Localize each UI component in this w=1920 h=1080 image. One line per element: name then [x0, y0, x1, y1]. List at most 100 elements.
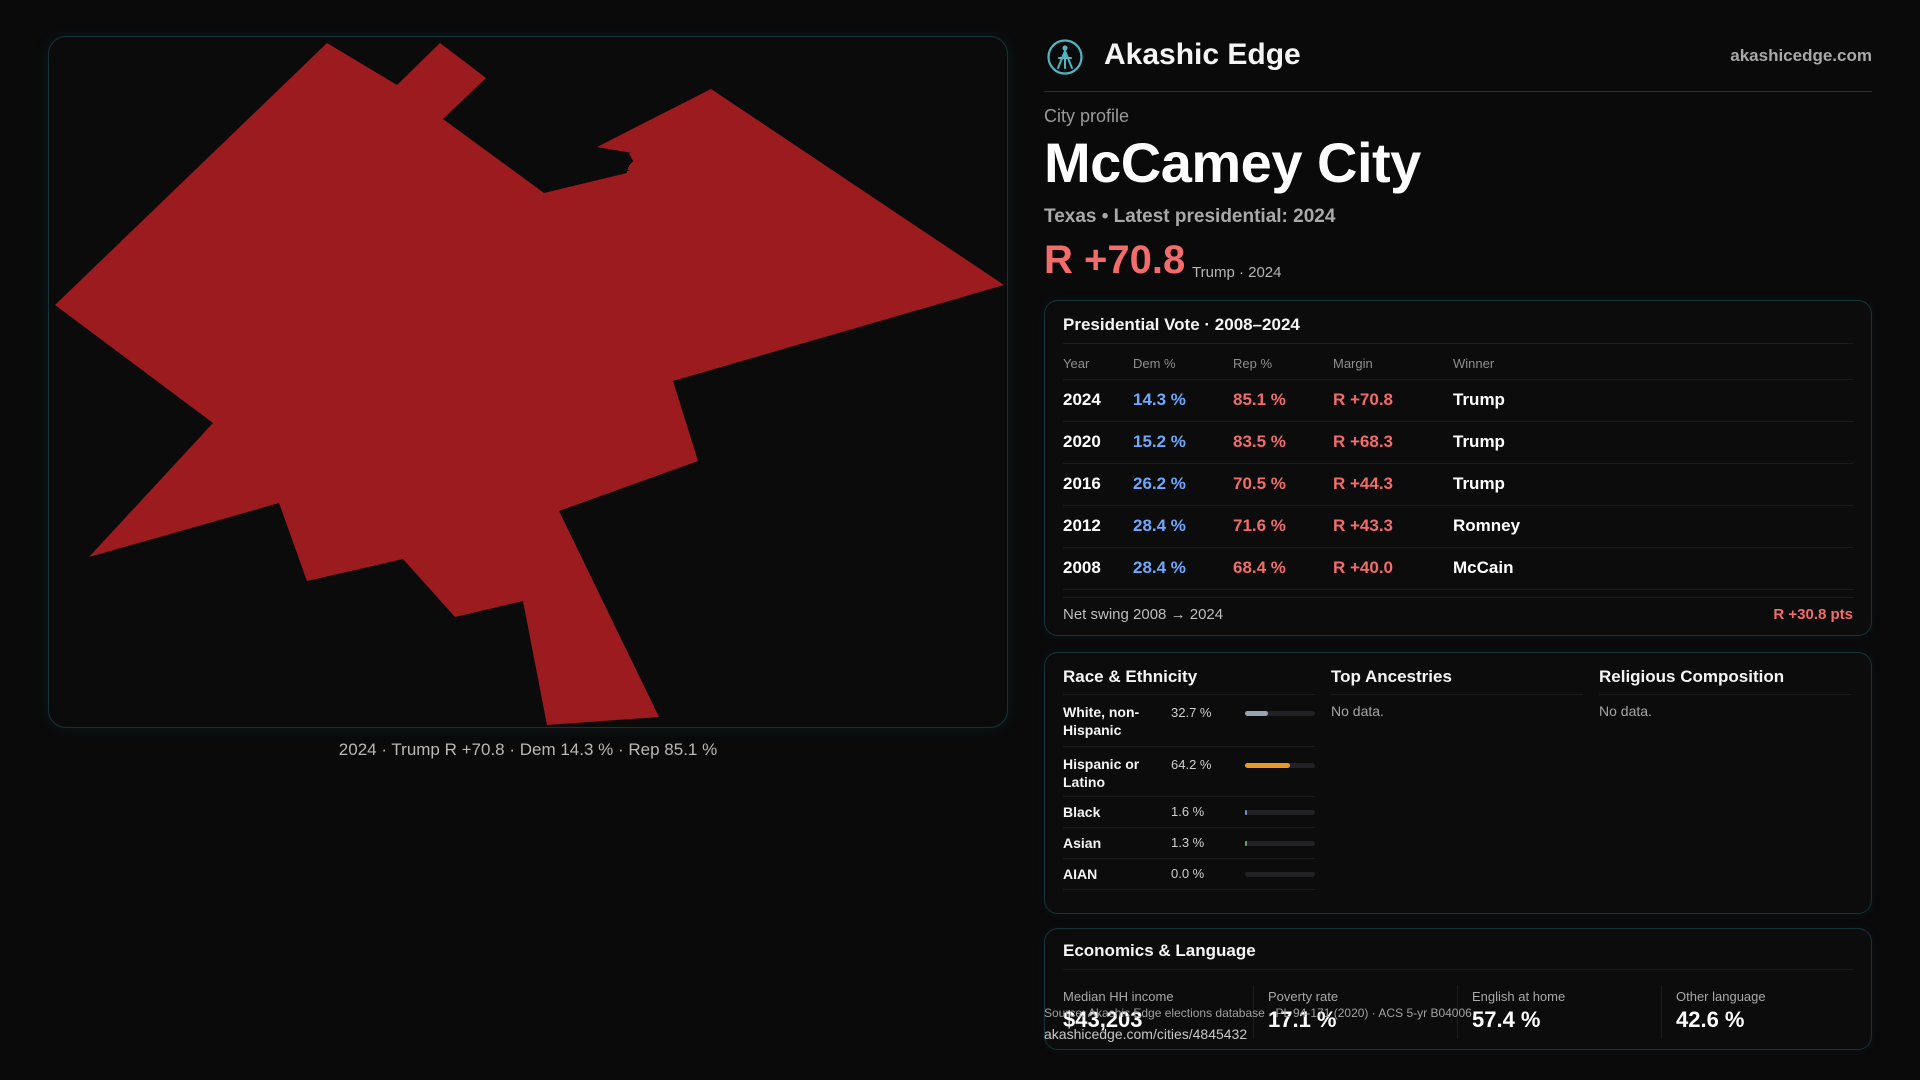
cell-year: 2008 [1063, 547, 1133, 590]
cell-winner: McCain [1453, 547, 1853, 590]
cell-rep: 83.5 % [1233, 421, 1333, 464]
stat-label: Poverty rate [1268, 989, 1339, 1004]
ethnicity-bar-fill [1245, 841, 1247, 846]
list-item: AIAN 0.0 % [1063, 859, 1315, 890]
ethnicity-percent: 64.2 % [1171, 757, 1212, 772]
cell-margin: R +70.8 [1333, 379, 1453, 422]
cell-year: 2020 [1063, 421, 1133, 464]
stat-median-income: Median HH income $43,203 [1049, 985, 1249, 1039]
permalink[interactable]: akashicedge.com/cities/4845432 [1044, 1026, 1248, 1042]
economics-card: Economics & Language Median HH income $4… [1044, 928, 1872, 1050]
ethnicity-bar-track [1245, 810, 1315, 815]
religion-section: Religious Composition No data. [1599, 667, 1851, 719]
cell-margin: R +40.0 [1333, 547, 1453, 590]
stat-label: English at home [1472, 989, 1566, 1004]
cell-winner: Trump [1453, 421, 1853, 464]
ethnicity-bar-fill [1245, 711, 1268, 716]
ethnicity-bar-fill [1245, 763, 1290, 768]
ethnicity-bar-track [1245, 763, 1315, 768]
cell-dem: 28.4 % [1133, 547, 1233, 590]
city-map-panel[interactable] [48, 36, 1008, 728]
net-swing-row: Net swing 2008 → 2024 R +30.8 pts [1063, 597, 1853, 625]
cell-margin: R +68.3 [1333, 421, 1453, 464]
ethnicity-bar-track [1245, 872, 1315, 877]
ethnicity-label: Black [1063, 804, 1101, 820]
ancestries-empty-state: No data. [1331, 703, 1384, 719]
vote-table: Year Dem % Rep % Margin Winner 2024 14.3… [1063, 349, 1853, 590]
ethnicity-percent: 32.7 % [1171, 705, 1212, 720]
ethnicity-percent: 1.3 % [1171, 835, 1205, 850]
list-item: White, non-Hispanic 32.7 % [1063, 695, 1315, 747]
table-row: 2024 14.3 % 85.1 % R +70.8 Trump [1063, 379, 1853, 422]
stat-label: Other language [1676, 989, 1766, 1004]
ethnicity-bar-track [1245, 841, 1315, 846]
demographics-card: Race & Ethnicity White, non-Hispanic 32.… [1044, 652, 1872, 914]
vote-card-title: Presidential Vote · 2008–2024 [1063, 315, 1300, 334]
list-item: Black 1.6 % [1063, 797, 1315, 828]
table-row: 2012 28.4 % 71.6 % R +43.3 Romney [1063, 505, 1853, 548]
column-header-year: Year [1063, 349, 1133, 380]
page-title: McCamey City [1044, 131, 1421, 194]
cell-rep: 71.6 % [1233, 505, 1333, 548]
ethnicity-label: White, non-Hispanic [1063, 704, 1140, 738]
ethnicity-label: Asian [1063, 835, 1102, 851]
cell-winner: Trump [1453, 379, 1853, 422]
ethnicity-bar-track [1245, 711, 1315, 716]
net-swing-label: Net swing 2008 → 2024 [1063, 606, 1224, 623]
column-header-margin: Margin [1333, 349, 1453, 380]
page-subtitle: Texas • Latest presidential: 2024 [1044, 206, 1336, 227]
stat-value: 57.4 % [1472, 1007, 1541, 1032]
race-ethnicity-title: Race & Ethnicity [1063, 667, 1315, 695]
cell-dem: 15.2 % [1133, 421, 1233, 464]
column-header-dem: Dem % [1133, 349, 1233, 380]
headline-margin-note: Trump · 2024 [1192, 264, 1282, 281]
column-header-rep: Rep % [1233, 349, 1333, 380]
stat-other-language: Other language 42.6 % [1661, 985, 1861, 1039]
ethnicity-label: AIAN [1063, 866, 1098, 882]
cell-winner: Trump [1453, 463, 1853, 506]
page-kicker: City profile [1044, 106, 1130, 126]
list-item: Asian 1.3 % [1063, 828, 1315, 859]
presidential-vote-card: Presidential Vote · 2008–2024 Year Dem %… [1044, 300, 1872, 636]
net-swing-value: R +30.8 pts [1773, 606, 1853, 623]
cell-dem: 26.2 % [1133, 463, 1233, 506]
city-profile-column: Akashic Edge akashicedge.com City profil… [1044, 0, 1872, 1080]
akashic-logo-icon [1047, 39, 1083, 75]
cell-margin: R +43.3 [1333, 505, 1453, 548]
cell-rep: 68.4 % [1233, 547, 1333, 590]
divider [1063, 343, 1853, 344]
table-row: 2008 28.4 % 68.4 % R +40.0 McCain [1063, 547, 1853, 590]
cell-rep: 70.5 % [1233, 463, 1333, 506]
stat-english-at-home: English at home 57.4 % [1457, 985, 1657, 1039]
divider [1063, 969, 1853, 970]
stat-value: 17.1 % [1268, 1007, 1337, 1032]
ancestries-title: Top Ancestries [1331, 667, 1583, 695]
column-header-winner: Winner [1453, 349, 1853, 380]
cell-margin: R +44.3 [1333, 463, 1453, 506]
source-note: Source: Akashic Edge elections database … [1044, 1006, 1472, 1020]
ethnicity-percent: 0.0 % [1171, 866, 1205, 881]
cell-rep: 85.1 % [1233, 379, 1333, 422]
table-row: 2016 26.2 % 70.5 % R +44.3 Trump [1063, 463, 1853, 506]
stat-value: 42.6 % [1676, 1007, 1745, 1032]
brand-header: Akashic Edge akashicedge.com [1044, 36, 1872, 92]
ethnicity-bar-fill [1245, 810, 1247, 815]
stat-poverty-rate: Poverty rate 17.1 % [1253, 985, 1453, 1039]
race-ethnicity-section: Race & Ethnicity White, non-Hispanic 32.… [1063, 667, 1315, 890]
vote-table-header: Year Dem % Rep % Margin Winner [1063, 349, 1853, 380]
stat-value: $43,203 [1063, 1007, 1143, 1032]
table-row: 2020 15.2 % 83.5 % R +68.3 Trump [1063, 421, 1853, 464]
cell-year: 2012 [1063, 505, 1133, 548]
list-item: Hispanic or Latino 64.2 % [1063, 747, 1315, 797]
brand-url-link[interactable]: akashicedge.com [1730, 46, 1872, 65]
headline-margin: R +70.8 [1044, 238, 1186, 282]
brand-name: Akashic Edge [1104, 38, 1301, 71]
cell-year: 2016 [1063, 463, 1133, 506]
ethnicity-percent: 1.6 % [1171, 804, 1205, 819]
economics-title: Economics & Language [1063, 941, 1256, 960]
city-boundary-map [55, 43, 1004, 725]
cell-dem: 28.4 % [1133, 505, 1233, 548]
ancestries-section: Top Ancestries No data. [1331, 667, 1583, 719]
city-boundary-shape[interactable] [55, 43, 1004, 725]
religion-empty-state: No data. [1599, 703, 1652, 719]
